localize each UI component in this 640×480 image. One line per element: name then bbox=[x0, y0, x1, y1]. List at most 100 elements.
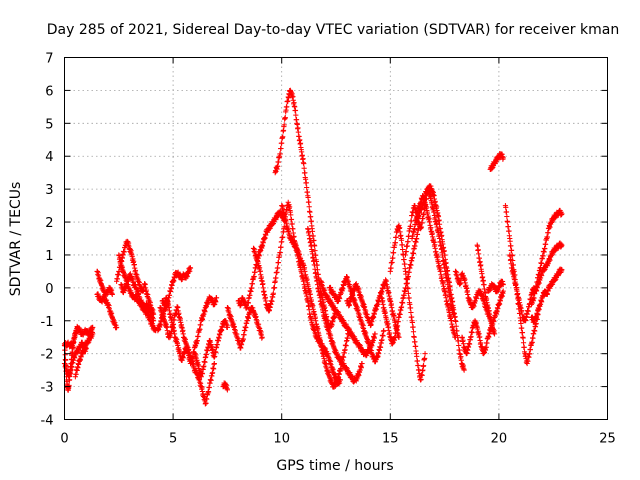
data-point bbox=[187, 265, 194, 271]
data-point bbox=[284, 104, 290, 110]
data-point bbox=[412, 339, 418, 345]
x-tick-label: 0 bbox=[60, 432, 68, 447]
data-point bbox=[410, 329, 417, 335]
data-point bbox=[410, 251, 417, 257]
data-point bbox=[380, 333, 386, 339]
y-tick-label: 6 bbox=[45, 84, 53, 99]
plot-frame bbox=[64, 57, 608, 420]
data-point bbox=[545, 230, 551, 236]
data-point bbox=[195, 333, 201, 340]
data-point bbox=[301, 165, 307, 171]
y-tick-label: -4 bbox=[41, 414, 54, 429]
data-point bbox=[273, 275, 279, 281]
y-tick-label: -2 bbox=[41, 348, 54, 363]
data-point bbox=[401, 256, 407, 263]
data-point bbox=[504, 213, 510, 220]
data-point bbox=[398, 304, 405, 310]
data-point bbox=[312, 247, 318, 254]
data-point bbox=[121, 249, 127, 255]
data-point bbox=[379, 337, 385, 343]
data-point bbox=[421, 363, 427, 369]
data-point bbox=[275, 159, 282, 165]
data-point bbox=[504, 219, 511, 225]
data-point bbox=[342, 347, 348, 353]
data-point bbox=[301, 160, 307, 167]
y-tick-label: -3 bbox=[41, 381, 54, 396]
data-point bbox=[278, 145, 284, 152]
data-point bbox=[241, 332, 247, 338]
data-point bbox=[506, 228, 512, 234]
data-point bbox=[520, 335, 526, 341]
data-points bbox=[61, 87, 565, 407]
data-point bbox=[62, 352, 68, 358]
data-point bbox=[83, 346, 89, 352]
data-point bbox=[62, 357, 69, 363]
data-point bbox=[520, 340, 527, 346]
y-tick-label: -1 bbox=[41, 315, 54, 330]
data-point bbox=[198, 322, 204, 328]
data-point bbox=[413, 343, 419, 349]
data-point bbox=[206, 384, 212, 391]
data-point bbox=[409, 254, 415, 261]
x-tick-label: 10 bbox=[273, 432, 290, 447]
data-point bbox=[211, 366, 217, 372]
data-point bbox=[292, 107, 299, 113]
data-point bbox=[408, 309, 414, 316]
chart-title: Day 285 of 2021, Sidereal Day-to-day VTE… bbox=[47, 22, 619, 38]
x-tick-label: 20 bbox=[491, 432, 508, 447]
data-point bbox=[388, 265, 394, 271]
data-point bbox=[307, 209, 313, 215]
data-point bbox=[507, 238, 513, 244]
data-point bbox=[381, 328, 387, 334]
data-point bbox=[453, 318, 459, 325]
y-axis-label: SDTVAR / TECUs bbox=[8, 182, 24, 297]
data-point bbox=[197, 326, 203, 332]
data-point bbox=[211, 360, 217, 367]
data-point bbox=[279, 140, 285, 146]
data-point bbox=[293, 112, 299, 118]
data-point bbox=[252, 269, 258, 275]
data-point bbox=[303, 180, 309, 186]
data-point bbox=[288, 216, 295, 223]
data-point bbox=[408, 218, 414, 224]
data-point bbox=[199, 371, 206, 377]
data-point bbox=[456, 342, 462, 349]
data-point bbox=[484, 340, 490, 346]
data-point bbox=[208, 377, 214, 383]
data-point bbox=[468, 333, 474, 340]
data-point bbox=[277, 249, 283, 256]
grid-lines bbox=[64, 57, 608, 420]
data-point bbox=[411, 334, 417, 340]
data-point bbox=[308, 218, 314, 224]
y-tick-label: 4 bbox=[45, 150, 53, 165]
data-point bbox=[343, 343, 349, 349]
data-point bbox=[249, 281, 255, 287]
data-point bbox=[415, 362, 421, 369]
data-point bbox=[271, 285, 278, 291]
data-point bbox=[194, 338, 200, 344]
data-point bbox=[109, 291, 115, 298]
data-point bbox=[542, 241, 549, 248]
data-point bbox=[414, 358, 421, 364]
y-tick-label: 1 bbox=[45, 249, 53, 264]
data-point bbox=[114, 276, 120, 282]
data-point bbox=[275, 259, 282, 266]
y-tick-label: 0 bbox=[45, 282, 53, 297]
x-tick-label: 5 bbox=[169, 432, 177, 447]
data-point bbox=[203, 400, 209, 406]
data-point bbox=[527, 347, 533, 353]
data-point bbox=[69, 364, 75, 370]
data-point bbox=[521, 344, 527, 350]
y-tick-label: 2 bbox=[45, 216, 53, 231]
data-point bbox=[306, 204, 312, 210]
data-point bbox=[505, 223, 511, 230]
data-point bbox=[400, 300, 406, 306]
data-point bbox=[306, 199, 312, 205]
x-tick-labels: 0 5 10 15 20 25 bbox=[60, 432, 615, 447]
data-point bbox=[66, 382, 72, 388]
data-point bbox=[410, 324, 416, 330]
data-point bbox=[213, 295, 220, 301]
data-point bbox=[422, 351, 428, 357]
data-point bbox=[166, 292, 173, 299]
